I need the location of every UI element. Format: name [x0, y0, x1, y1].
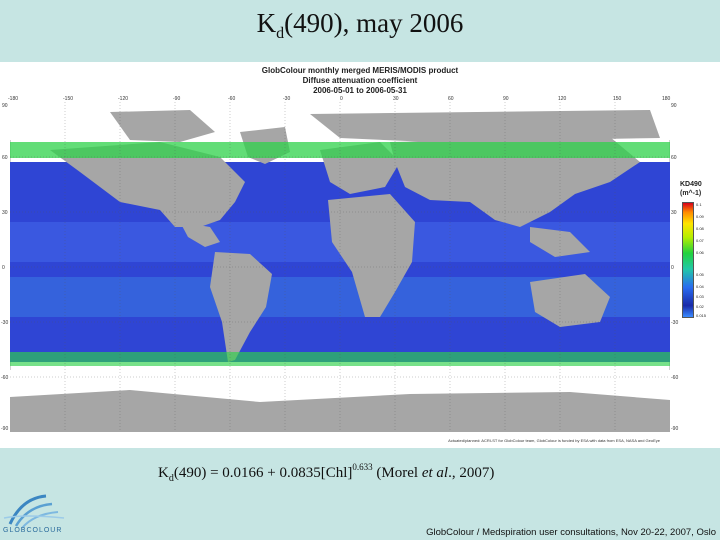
top-tick: -180 — [8, 96, 19, 102]
south-high-kd — [10, 352, 670, 366]
central-america — [180, 222, 220, 247]
arctic-land-1 — [110, 110, 215, 142]
map-header-line2: Diffuse attenuation coefficient — [302, 76, 418, 85]
australia — [530, 274, 610, 327]
top-tick: 30 — [393, 96, 399, 102]
legend-title-line2: (m^-1) — [680, 190, 702, 197]
top-tick: 0 — [340, 96, 343, 102]
left-tick: 0 — [2, 265, 5, 271]
south-america — [210, 252, 272, 362]
slide-title: Kd(490), may 2006 — [256, 8, 464, 42]
right-tick: 60 — [671, 155, 677, 161]
right-tick: 30 — [671, 210, 677, 216]
legend-tick: 0.05 — [696, 272, 704, 277]
legend-tick: 0.08 — [696, 226, 704, 231]
top-tick: -60 — [228, 96, 236, 102]
map-header-line1: GlobColour monthly merged MERIS/MODIS pr… — [261, 66, 459, 75]
asia — [390, 137, 640, 227]
top-tick: 120 — [558, 96, 567, 102]
legend-tick: 0.1 — [696, 202, 702, 207]
bottom-band — [0, 448, 720, 540]
world-map-svg — [9, 101, 671, 433]
map-header-line3: 2006-05-01 to 2006-05-31 — [313, 86, 407, 95]
legend-tick: 0.015 — [696, 313, 707, 318]
top-tick: 90 — [503, 96, 509, 102]
north-america — [50, 142, 245, 227]
graticule — [10, 102, 670, 432]
title-band — [0, 0, 720, 62]
legend-tick: 0.04 — [696, 284, 704, 289]
legend-tick: 0.09 — [696, 214, 704, 219]
right-tick: -30 — [671, 320, 679, 326]
right-tick: -60 — [671, 375, 679, 381]
colorbar-legend: KD490 (m^-1) 0.1 0.09 0.08 0.07 0.06 0.0… — [680, 180, 716, 318]
top-tick: -90 — [173, 96, 181, 102]
map-header: GlobColour monthly merged MERIS/MODIS pr… — [0, 66, 720, 96]
map-panel: GlobColour monthly merged MERIS/MODIS pr… — [0, 62, 720, 448]
top-tick: -120 — [118, 96, 129, 102]
left-tick: 60 — [2, 155, 8, 161]
right-tick: -90 — [671, 426, 679, 432]
right-tick: 90 — [671, 103, 677, 109]
legend-tick: 0.07 — [696, 238, 704, 243]
africa — [328, 194, 415, 317]
top-tick: 180 — [662, 96, 671, 102]
logo-text: GLOBCOLOUR — [3, 527, 63, 534]
kd-formula: Kd(490) = 0.0166 + 0.0835[Chl]0.633 (Mor… — [158, 462, 495, 484]
left-tick: 30 — [2, 210, 8, 216]
top-tick: 60 — [448, 96, 454, 102]
globcolour-logo-icon — [3, 494, 65, 529]
left-tick: -90 — [1, 426, 9, 432]
left-tick: -30 — [1, 320, 9, 326]
southeast-asia — [530, 227, 590, 257]
legend-tick: 0.02 — [696, 304, 704, 309]
arctic-land-2 — [310, 110, 660, 142]
legend-title-line1: KD490 — [680, 181, 702, 188]
map-credit: Actuated/planned: ACRI-ST for GlobColour… — [448, 438, 660, 443]
left-tick: -60 — [1, 375, 9, 381]
legend-tick: 0.06 — [696, 250, 704, 255]
right-tick: 0 — [671, 265, 674, 271]
legend-tick: 0.03 — [696, 294, 704, 299]
top-tick: -30 — [283, 96, 291, 102]
top-tick: 150 — [613, 96, 622, 102]
footer-text: GlobColour / Medspiration user consultat… — [426, 527, 716, 538]
top-tick: -150 — [63, 96, 74, 102]
colorbar — [682, 202, 694, 318]
left-tick: 90 — [2, 103, 8, 109]
world-map — [9, 101, 671, 433]
